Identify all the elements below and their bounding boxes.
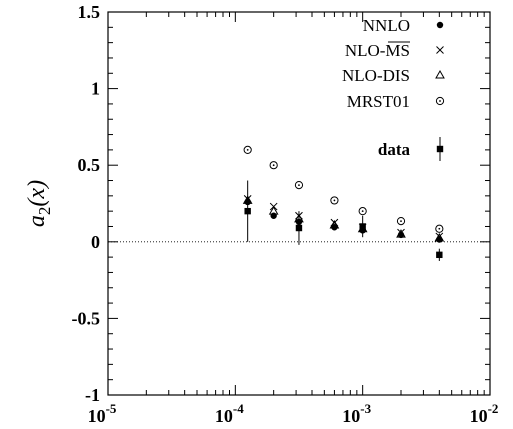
legend-label-mrst01: MRST01 [347, 92, 410, 111]
data-points [242, 145, 445, 261]
x-tick-label: 10-2 [470, 401, 499, 426]
y-tick-label: -0.5 [72, 308, 101, 328]
y-axis-title: a2(x) [24, 180, 54, 227]
y-tick-label: -1 [85, 385, 100, 405]
data-point-data [359, 215, 366, 238]
data-point-mrst01 [435, 224, 444, 233]
plot-border [107, 11, 491, 396]
x-tick-label: 10-4 [215, 401, 244, 426]
plot-frame [107, 11, 491, 396]
legend-marker-nnlo [436, 21, 444, 29]
legend-label-nlo-dis: NLO-DIS [342, 66, 410, 85]
axis-ticks: 1.510.50-0.5-110-5 10-4 10-3 10-2 [72, 2, 499, 426]
legend-label-nlo-ms: NLO-MS [345, 41, 410, 60]
data-point-data [436, 248, 443, 261]
y-tick-label: 0.5 [78, 155, 101, 175]
data-point-mrst01 [269, 161, 278, 170]
y-tick-label: 1.5 [78, 2, 101, 22]
data-point-nlo-dis [396, 229, 406, 238]
legend-label-nnlo: NNLO [363, 16, 410, 35]
legend-marker-nlo-ms [436, 46, 444, 54]
data-point-mrst01 [243, 145, 252, 154]
legend-marker-data [436, 137, 444, 161]
legend-marker-mrst01 [435, 96, 445, 106]
legend: NNLO NLO-MS NLO-DIS MRST01 data [342, 16, 445, 161]
data-point-nlo-dis [329, 219, 340, 229]
y-tick-label: 1 [91, 79, 100, 99]
y-axis-label: a2(x) [24, 180, 54, 227]
data-point-mrst01 [358, 207, 367, 216]
x-tick-label: 10-3 [342, 401, 371, 426]
legend-marker-nlo-dis [435, 69, 445, 79]
data-point-mrst01 [330, 196, 339, 205]
data-point-mrst01 [396, 217, 406, 226]
data-point-nlo-dis [268, 206, 279, 215]
data-point-data [295, 211, 303, 245]
data-point-mrst01 [294, 181, 304, 190]
legend-label-data: data [378, 140, 411, 159]
data-point-nlo-dis [434, 232, 445, 242]
data-point-nnlo [270, 212, 277, 219]
y-tick-label: 0 [91, 232, 100, 252]
data-point-nnlo [331, 224, 338, 231]
data-point-data [244, 180, 251, 242]
